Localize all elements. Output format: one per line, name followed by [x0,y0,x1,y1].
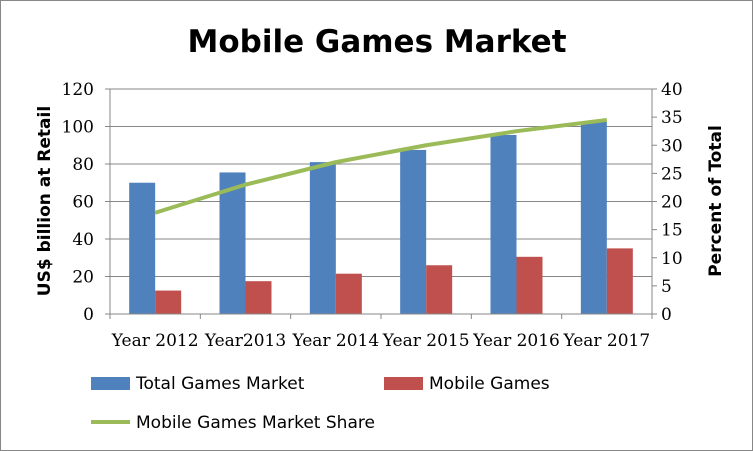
bar-total-games-market [219,172,246,314]
legend-swatch-mobile-games [384,377,423,390]
axes [105,88,657,319]
left-tick-label: 80 [72,155,94,175]
left-axis-ticks: 0 20 40 60 80 100 120 [62,80,94,325]
right-tick-label: 30 [661,136,683,156]
right-tick-label: 40 [661,80,683,100]
legend-label-total-games: Total Games Market [135,374,305,394]
bars [129,121,633,314]
x-tick-label: Year2013 [204,331,286,351]
bar-total-games-market [580,121,607,314]
bar-mobile-games [426,265,453,314]
x-axis-ticks: Year 2012 Year2013 Year 2014 Year 2015 Year … [111,331,650,351]
chart-title: Mobile Games Market [187,24,566,60]
legend-label-market-share: Mobile Games Market Share [136,413,375,433]
right-tick-label: 35 [661,108,683,128]
right-tick-label: 25 [661,164,683,184]
bar-total-games-market [129,182,156,314]
x-tick-label: Year 2016 [472,331,560,351]
line-series [154,117,608,215]
bar-mobile-games [155,290,182,314]
left-tick-label: 120 [62,80,94,100]
right-tick-label: 0 [661,305,672,325]
right-axis-ticks: 0 5 10 15 20 25 30 35 40 [661,80,683,325]
bar-mobile-games [245,281,272,314]
x-tick-label: Year 2015 [382,331,470,351]
legend-label-mobile-games: Mobile Games [429,374,550,394]
left-tick-label: 0 [83,305,94,325]
right-tick-label: 15 [661,221,683,241]
y2-axis-title: Percent of Total [706,125,726,277]
bar-total-games-market [490,134,517,314]
line-mobile-games-market-share [154,117,608,215]
left-tick-label: 20 [72,268,94,288]
bar-mobile-games [606,248,633,314]
left-tick-label: 100 [62,118,94,138]
gridlines [110,88,652,277]
x-tick-label: Year 2014 [291,331,379,351]
bar-total-games-market [400,149,427,314]
left-tick-label: 40 [72,230,94,250]
x-tick-label: Year 2017 [562,331,650,351]
right-tick-label: 20 [661,193,683,213]
x-tick-label: Year 2012 [111,331,199,351]
left-tick-label: 60 [72,193,94,213]
right-tick-label: 5 [661,277,672,297]
legend-swatch-total-games [91,377,130,390]
legend: Total Games Market Mobile Games Mobile G… [91,374,550,433]
y-axis-title: US$ billion at Retail [35,106,55,296]
bar-mobile-games [516,256,543,314]
bar-mobile-games [335,273,362,314]
right-tick-label: 10 [661,249,683,269]
bar-total-games-market [309,162,336,314]
